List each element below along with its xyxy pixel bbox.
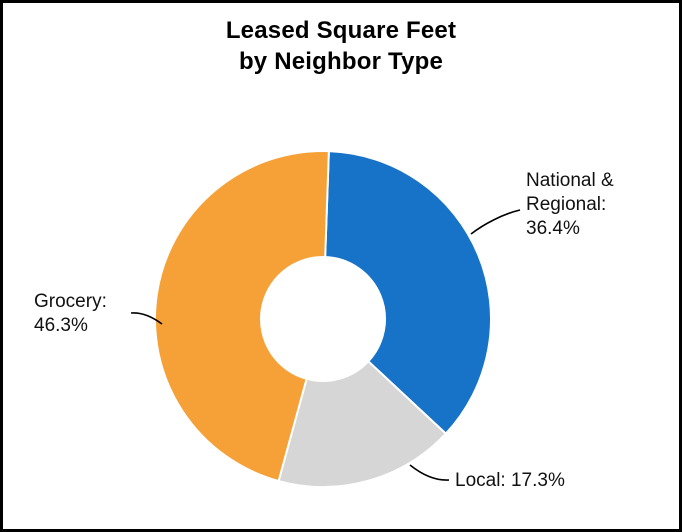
label-national-regional-line-3: 36.4% <box>526 217 580 239</box>
pie-slice-national-regional <box>324 150 492 435</box>
leader-line-grocery <box>130 312 163 325</box>
chart-title-line-2: by Neighbor Type <box>238 48 444 76</box>
label-grocery-line-1: Grocery: <box>34 291 107 312</box>
donut-chart <box>130 150 521 488</box>
chart-title-line-1: Leased Square Feet <box>225 17 457 44</box>
chart-title: Leased Square Feet by Neighbor Type <box>3 15 679 77</box>
pie-slice-grocery <box>154 150 330 483</box>
label-local-text: Local: 17.3% <box>455 470 565 491</box>
leader-line-local <box>409 464 450 481</box>
label-national-regional: National & Regional: 36.4% <box>526 169 614 240</box>
donut-slices <box>154 150 492 488</box>
label-national-regional-line-1: National & <box>526 170 614 191</box>
pie-slice-local <box>277 360 447 488</box>
label-grocery-line-2: 46.3% <box>34 314 88 336</box>
leader-line-national-regional <box>470 209 521 235</box>
label-national-regional-line-2: Regional: <box>526 193 607 215</box>
label-local: Local: 17.3% <box>455 469 565 493</box>
label-grocery: Grocery: 46.3% <box>34 290 107 338</box>
